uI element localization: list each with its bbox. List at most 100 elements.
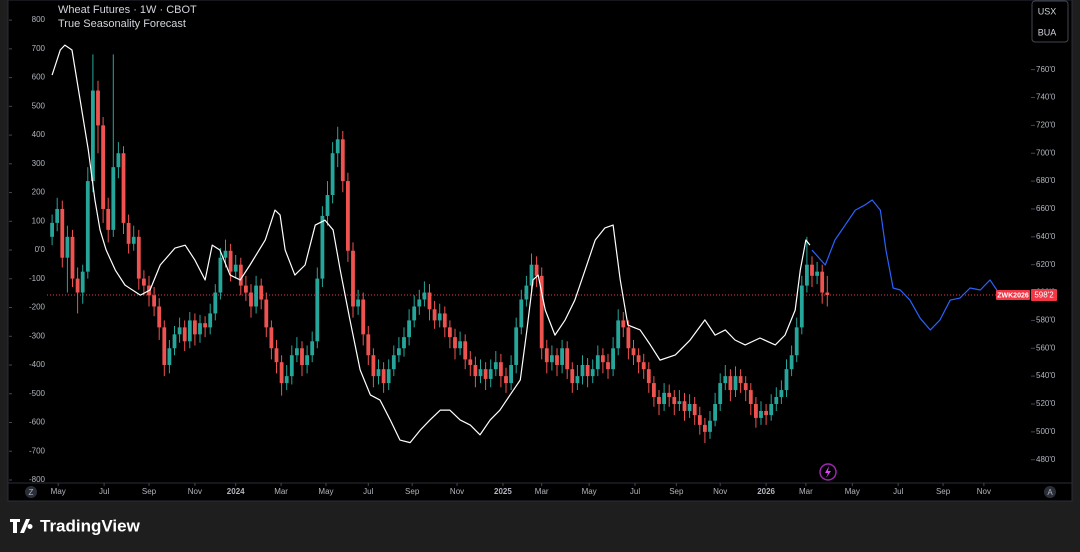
candle-body xyxy=(728,376,733,391)
candle-body xyxy=(325,195,330,216)
candle-body xyxy=(238,264,243,286)
brand-icon[interactable] xyxy=(10,519,33,533)
candle-body xyxy=(570,369,575,384)
candle-body xyxy=(759,410,763,418)
candle-body xyxy=(340,139,345,182)
auto-scale-button[interactable] xyxy=(1044,486,1056,498)
currency-button[interactable]: USX xyxy=(1038,6,1057,16)
candle-body xyxy=(733,376,738,391)
candle-body xyxy=(198,323,202,335)
candle-body xyxy=(529,264,534,286)
candle-body xyxy=(432,309,437,321)
brand-logo[interactable]: TradingView xyxy=(10,516,141,535)
candle-body xyxy=(295,348,299,356)
y-tick-label: 580'0 xyxy=(1036,316,1056,325)
candle-body xyxy=(708,420,712,432)
candle-body xyxy=(448,327,452,338)
candle-body xyxy=(606,362,610,370)
candle-body xyxy=(687,403,692,411)
x-tick-label: Sep xyxy=(936,487,951,496)
candle-body xyxy=(351,250,355,307)
unit-button[interactable]: BUA xyxy=(1038,27,1057,37)
y2-tick-label: 0'0 xyxy=(35,245,46,254)
candle-body xyxy=(565,348,570,370)
candle-body xyxy=(223,250,228,258)
candle-body xyxy=(111,167,116,230)
brand-name[interactable]: TradingView xyxy=(40,516,141,535)
candle-body xyxy=(320,215,325,279)
candle-body xyxy=(402,337,406,349)
candle-body xyxy=(713,403,717,421)
price-tag xyxy=(1031,288,1057,301)
y-tick-label: 640'0 xyxy=(1036,232,1056,241)
price-tag-label: 598'2 xyxy=(1034,291,1054,300)
candle-body xyxy=(244,285,248,293)
x-tick-label: Jul xyxy=(893,487,903,496)
x-tick-label: Nov xyxy=(977,487,991,496)
candle-body xyxy=(754,403,758,418)
candle-body xyxy=(555,355,559,365)
x-tick-label: Sep xyxy=(142,487,157,496)
candle-body xyxy=(167,348,172,365)
candle-body xyxy=(616,320,621,349)
candle-body xyxy=(560,348,564,365)
auto-scale-label[interactable]: A xyxy=(1047,488,1053,497)
y-tick-label: 540'0 xyxy=(1036,371,1056,380)
y2-tick-label: 700 xyxy=(32,44,46,53)
y2-tick-label: 600 xyxy=(32,73,46,82)
candle-body xyxy=(799,285,804,328)
x-tick-label: 2025 xyxy=(494,487,512,496)
candle-body xyxy=(544,348,549,363)
zoom-button[interactable] xyxy=(25,486,37,498)
zoom-label[interactable]: Z xyxy=(29,488,34,497)
event-icon[interactable] xyxy=(819,463,837,481)
symbol-tag xyxy=(996,289,1030,300)
candle-body xyxy=(703,424,707,432)
seasonality-line xyxy=(811,199,999,331)
candle-body xyxy=(652,383,656,398)
symbol-tag-label: ZWK2026 xyxy=(997,292,1029,299)
candle-body xyxy=(371,355,376,377)
candle-body xyxy=(346,181,350,251)
candle-body xyxy=(162,327,167,365)
candle-body xyxy=(264,299,269,328)
y2-tick-label: -300 xyxy=(29,331,46,340)
currency-box[interactable] xyxy=(1031,0,1069,43)
candle-body xyxy=(121,153,126,223)
x-tick-label: Nov xyxy=(713,487,727,496)
candle-body xyxy=(208,313,213,328)
candle-body xyxy=(519,299,524,328)
candle-body xyxy=(131,236,136,244)
candle-body xyxy=(764,410,768,416)
y-tick-label: 620'0 xyxy=(1036,260,1056,269)
candle-body xyxy=(397,348,401,356)
y2-tick-label: -100 xyxy=(29,274,46,283)
candle-body xyxy=(60,208,65,258)
candle-body xyxy=(289,355,294,377)
candle-body xyxy=(80,271,85,293)
candle-body xyxy=(152,295,156,307)
candle-body xyxy=(692,403,697,416)
candle-body xyxy=(601,355,605,363)
candle-body xyxy=(805,264,809,286)
y-tick-label: 500'0 xyxy=(1036,427,1056,436)
chart-title: Wheat Futures · 1W · CBOT xyxy=(58,4,197,16)
candle-body xyxy=(667,392,672,398)
indicator-title[interactable]: True Seasonality Forecast xyxy=(58,18,186,30)
candle-body xyxy=(305,355,309,365)
candle-body xyxy=(356,299,360,307)
x-tick-label: Sep xyxy=(669,487,684,496)
candle-body xyxy=(779,390,784,398)
candle-body xyxy=(697,415,702,425)
x-tick-label: Jul xyxy=(363,487,373,496)
candle-body xyxy=(662,392,666,404)
y2-tick-label: -200 xyxy=(29,303,46,312)
event-bolt[interactable] xyxy=(825,466,831,478)
plot-area xyxy=(47,44,1031,444)
seasonality-line xyxy=(51,44,811,444)
candle-body xyxy=(769,403,774,416)
candle-body xyxy=(550,355,554,363)
candle-body xyxy=(493,362,498,370)
candle-body xyxy=(483,369,488,379)
y2-tick-label: 200 xyxy=(32,188,46,197)
